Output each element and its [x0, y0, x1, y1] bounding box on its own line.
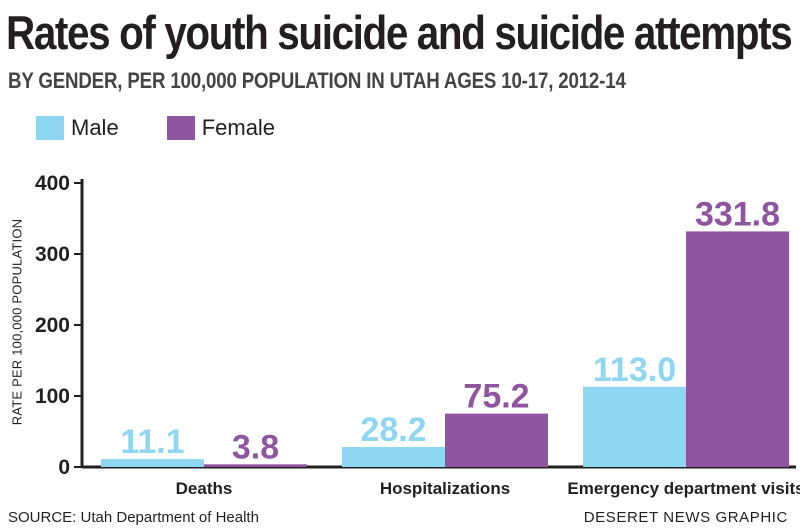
- y-tick-label: 300: [35, 243, 70, 266]
- bar-male-1: [101, 459, 204, 467]
- source-note: SOURCE: Utah Department of Health: [8, 509, 259, 526]
- legend-label-female: Female: [201, 115, 276, 140]
- legend-item-female: Female: [166, 115, 276, 140]
- category-label: Hospitalizations: [380, 479, 510, 498]
- graphic-credit: DESERET NEWS GRAPHIC: [583, 509, 788, 526]
- legend-item-male: Male: [36, 116, 119, 140]
- legend: Male Female: [36, 116, 323, 140]
- y-tick-label: 200: [35, 314, 70, 337]
- bar-male-3: [583, 386, 686, 467]
- value-label: 28.2: [360, 411, 426, 449]
- bar-male-2: [342, 446, 445, 467]
- bar-female-1: [204, 464, 307, 467]
- value-label: 11.1: [120, 423, 184, 461]
- value-label: 3.8: [232, 428, 279, 466]
- y-tick-label: 0: [58, 456, 70, 479]
- y-tick-label: 100: [35, 385, 70, 408]
- legend-swatch-male: [36, 116, 64, 140]
- bar-female-2: [445, 413, 548, 467]
- legend-label-male: Male: [71, 115, 119, 140]
- value-label: 75.2: [463, 378, 529, 416]
- chart-subtitle: BY GENDER, PER 100,000 POPULATION IN UTA…: [8, 68, 626, 93]
- value-label: 113.0: [593, 351, 676, 389]
- category-label: Emergency department visits: [567, 479, 800, 498]
- bar-female-3: [686, 231, 789, 467]
- value-label: 331.8: [695, 195, 780, 233]
- legend-swatch-female: [166, 116, 195, 140]
- y-tick-label: 400: [35, 172, 70, 195]
- chart-title: Rates of youth suicide and suicide attem…: [6, 6, 793, 59]
- category-label: Deaths: [176, 479, 233, 498]
